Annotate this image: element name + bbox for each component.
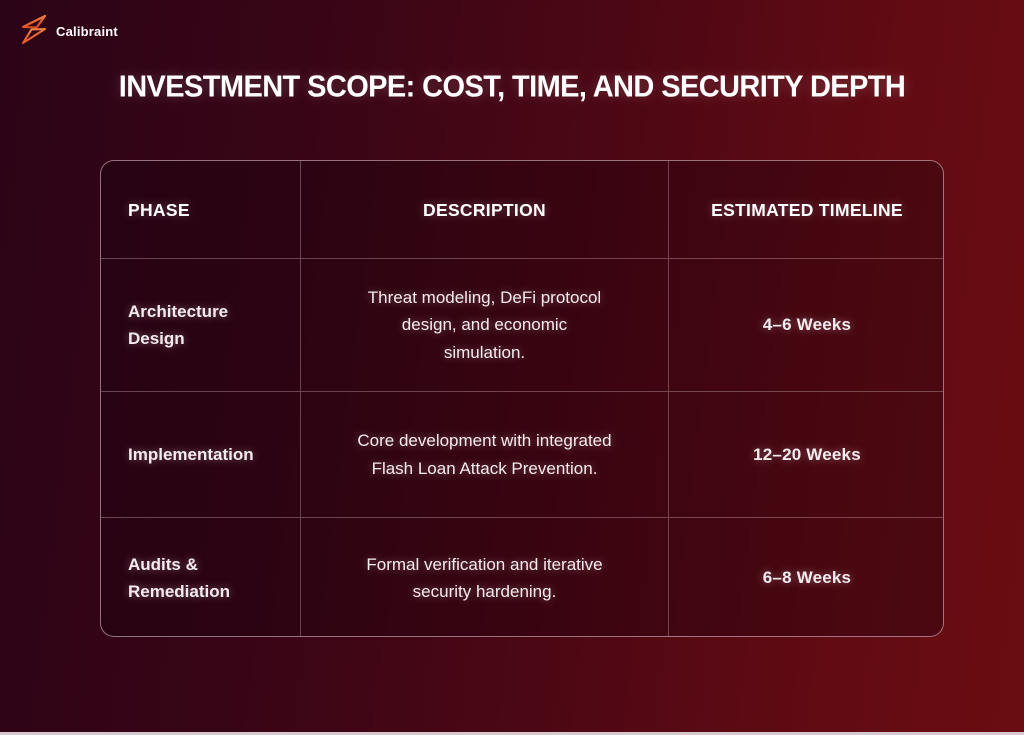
table-row-1-description: Threat modeling, DeFi protocol design, a… — [301, 259, 669, 392]
brand-name: Calibraint — [56, 23, 118, 39]
table-row-1-timeline: 4–6 Weeks — [669, 259, 943, 392]
table-row-3-timeline: 6–8 Weeks — [762, 568, 852, 588]
table-row-2-timeline: 12–20 Weeks — [669, 392, 943, 518]
table-row-2-phase: Implementation — [101, 392, 301, 518]
column-header-timeline: ESTIMATED TIMELINE — [669, 161, 943, 259]
investment-scope-table: PHASE DESCRIPTION ESTIMATED TIMELINE Arc… — [100, 160, 944, 637]
column-header-phase: PHASE — [101, 161, 301, 259]
brand-logo: Calibraint — [18, 13, 118, 49]
column-header-description: DESCRIPTION — [301, 161, 669, 259]
calibraint-zigzag-icon — [21, 14, 47, 45]
bottom-edge-strip — [0, 732, 1024, 735]
table-row-2-description: Core development with integrated Flash L… — [301, 392, 669, 518]
table-row-3-phase: Audits & Remediation — [101, 518, 301, 636]
table-row-3-description: Formal verification and iterative securi… — [301, 518, 669, 636]
page-title: INVESTMENT SCOPE: COST, TIME, AND SECURI… — [118, 70, 906, 104]
table-row-1-phase: Architecture Design — [101, 259, 301, 392]
